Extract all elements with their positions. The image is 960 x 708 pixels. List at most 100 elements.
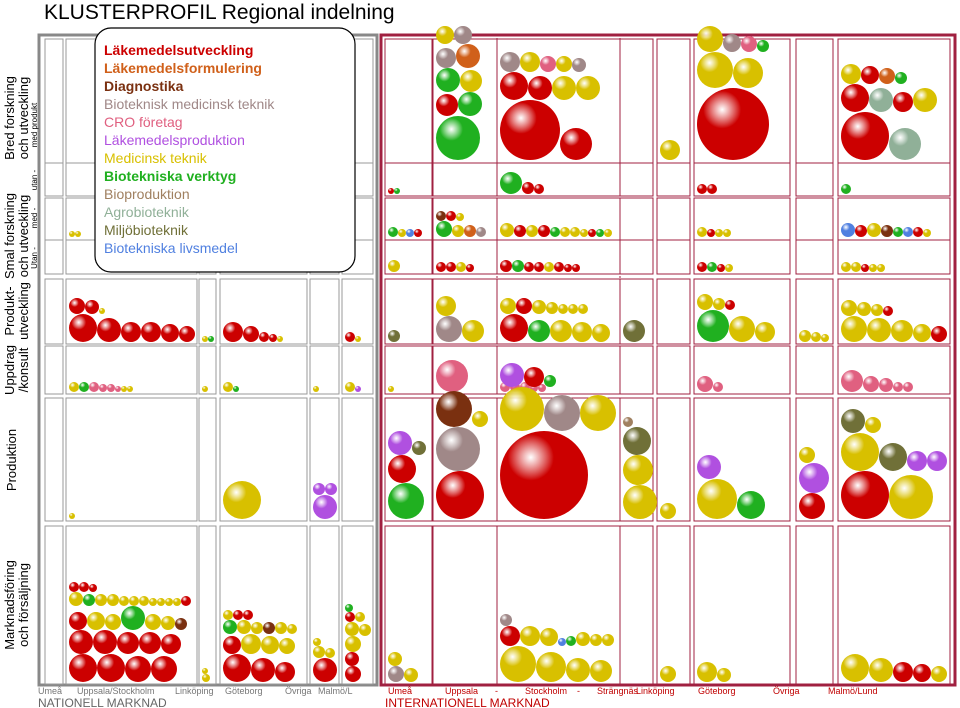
- bubble: [596, 229, 604, 237]
- bubble: [707, 184, 717, 194]
- legend-entry: Biotekniska livsmedel: [104, 240, 238, 256]
- bubble: [877, 264, 885, 272]
- bubble: [799, 330, 811, 342]
- bubble: [861, 264, 869, 272]
- cell: [619, 525, 654, 685]
- bubble: [388, 386, 394, 392]
- bubble: [893, 662, 913, 682]
- bubble: [436, 262, 446, 272]
- bubble: [462, 320, 484, 342]
- bubble: [325, 648, 335, 658]
- bubble: [436, 471, 484, 519]
- bubble: [865, 417, 881, 433]
- bubble: [388, 666, 404, 682]
- bubble: [251, 658, 275, 682]
- bubble: [500, 223, 514, 237]
- bubble: [660, 140, 680, 160]
- bubble: [522, 182, 534, 194]
- row-sublabel: utan -: [30, 169, 39, 190]
- bubble: [69, 630, 93, 654]
- bubble: [697, 184, 707, 194]
- bubble: [590, 660, 612, 682]
- cell: [309, 525, 340, 685]
- bubble: [566, 636, 576, 646]
- bubble: [576, 632, 590, 646]
- bubble: [275, 622, 287, 634]
- bubble: [604, 229, 612, 237]
- bubble: [208, 336, 214, 342]
- column-label: Linköping: [175, 686, 214, 696]
- bubble: [165, 598, 173, 606]
- bubble: [867, 318, 891, 342]
- bubble: [697, 479, 737, 519]
- bubble: [811, 332, 821, 342]
- bubble: [345, 636, 361, 652]
- bubble: [879, 378, 893, 392]
- bubble: [500, 172, 522, 194]
- bubble: [251, 622, 263, 634]
- bubble: [452, 225, 464, 237]
- bubble: [528, 76, 552, 100]
- bubble: [97, 654, 125, 682]
- bubble: [592, 324, 610, 342]
- bubble: [69, 314, 97, 342]
- cell: [44, 525, 64, 685]
- bubble: [821, 334, 829, 342]
- row-label: Smal forskningoch utveckling: [2, 193, 31, 279]
- bubble: [927, 451, 947, 471]
- bubble: [841, 112, 889, 160]
- bubble: [355, 386, 361, 392]
- bubble: [725, 300, 735, 310]
- bubble: [89, 382, 99, 392]
- bubble: [458, 92, 482, 116]
- bubble: [723, 34, 741, 52]
- bubble: [69, 231, 75, 237]
- cell: [656, 397, 691, 522]
- bubble: [544, 262, 554, 272]
- bubble: [660, 666, 676, 682]
- bubble: [414, 229, 422, 237]
- bubble: [841, 223, 855, 237]
- bubble: [572, 58, 586, 72]
- bubble: [741, 36, 757, 52]
- cell: [309, 278, 340, 345]
- bubble: [388, 188, 394, 194]
- bubble: [623, 455, 653, 485]
- cell: [619, 38, 654, 197]
- bubble: [500, 52, 520, 72]
- bubble: [69, 654, 97, 682]
- bubble: [388, 431, 412, 455]
- bubble: [436, 391, 472, 427]
- bubble: [755, 322, 775, 342]
- market-label: INTERNATIONELL MARKNAD: [385, 696, 550, 708]
- bubble: [313, 483, 325, 495]
- bubble: [841, 262, 851, 272]
- cell: [44, 397, 64, 522]
- bubble: [879, 443, 907, 471]
- bubble: [436, 68, 460, 92]
- cell: [65, 397, 198, 522]
- bubble: [536, 652, 566, 682]
- bubble: [538, 384, 546, 392]
- bubble: [520, 52, 540, 72]
- bubble: [121, 386, 127, 392]
- cell: [795, 197, 834, 275]
- bubble: [500, 314, 528, 342]
- bubble: [233, 610, 243, 620]
- bubble: [127, 386, 133, 392]
- bubble: [556, 56, 572, 72]
- cell: [44, 38, 64, 197]
- bubble: [576, 76, 600, 100]
- legend-entry: Läkemedelsformulering: [104, 60, 262, 76]
- bubble: [261, 636, 279, 654]
- bubble: [472, 411, 488, 427]
- bubble: [269, 334, 277, 342]
- bubble: [145, 614, 161, 630]
- column-label: Malmö/L: [318, 686, 353, 696]
- bubble: [99, 384, 107, 392]
- bubble: [867, 223, 881, 237]
- bubble: [89, 584, 97, 592]
- bubble: [841, 84, 869, 112]
- bubble: [233, 386, 239, 392]
